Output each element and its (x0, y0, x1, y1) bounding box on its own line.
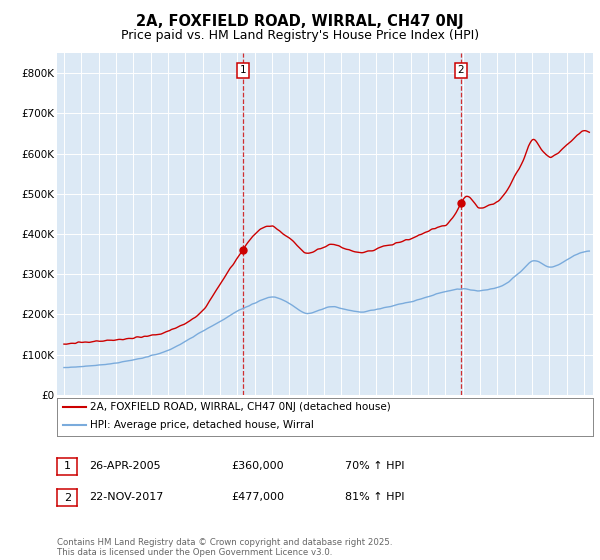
Text: 2A, FOXFIELD ROAD, WIRRAL, CH47 0NJ (detached house): 2A, FOXFIELD ROAD, WIRRAL, CH47 0NJ (det… (90, 402, 391, 412)
Text: 2: 2 (458, 65, 464, 75)
Text: 2: 2 (64, 493, 71, 503)
Text: 70% ↑ HPI: 70% ↑ HPI (345, 461, 404, 471)
Text: £477,000: £477,000 (231, 492, 284, 502)
Text: HPI: Average price, detached house, Wirral: HPI: Average price, detached house, Wirr… (90, 420, 314, 430)
Text: 26-APR-2005: 26-APR-2005 (89, 461, 160, 471)
Text: 1: 1 (239, 65, 246, 75)
Text: £360,000: £360,000 (231, 461, 284, 471)
Text: Price paid vs. HM Land Registry's House Price Index (HPI): Price paid vs. HM Land Registry's House … (121, 29, 479, 42)
Text: 2A, FOXFIELD ROAD, WIRRAL, CH47 0NJ: 2A, FOXFIELD ROAD, WIRRAL, CH47 0NJ (136, 14, 464, 29)
Text: Contains HM Land Registry data © Crown copyright and database right 2025.
This d: Contains HM Land Registry data © Crown c… (57, 538, 392, 557)
Text: 22-NOV-2017: 22-NOV-2017 (89, 492, 163, 502)
Text: 1: 1 (64, 461, 71, 472)
Text: 81% ↑ HPI: 81% ↑ HPI (345, 492, 404, 502)
